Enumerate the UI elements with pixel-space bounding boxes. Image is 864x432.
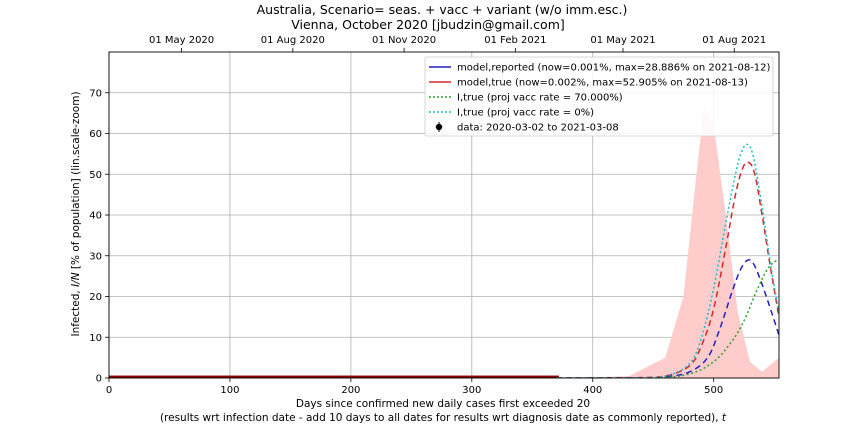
top-axis-label: 01 May 2021	[590, 35, 655, 46]
x-tick-label: 400	[583, 385, 602, 396]
series-line	[556, 161, 779, 378]
legend-marker	[435, 123, 443, 131]
x-tick-label: 0	[106, 385, 112, 396]
data-band	[109, 375, 559, 378]
y-tick-label: 30	[89, 251, 102, 262]
series-line	[556, 259, 779, 378]
top-axis-label: 01 Feb 2021	[484, 35, 546, 46]
top-axis-label: 01 Aug 2021	[702, 35, 766, 46]
x-axis-label-line2: (results wrt infection date - add 10 day…	[160, 412, 727, 424]
series-band	[568, 107, 779, 378]
x-axis-label-line2-text: (results wrt infection date - add 10 day…	[160, 412, 722, 424]
legend-box	[424, 56, 774, 137]
plot-area: 0 100 200 300 400 500 0 10 20 30 40 50 60 70 01 May 20…	[89, 35, 780, 396]
titles: Australia, Scenario= seas. + vacc + vari…	[257, 2, 628, 32]
y-tick-label: 20	[89, 292, 102, 303]
top-axis-label: 01 May 2020	[149, 35, 214, 46]
chart-title-line1: Australia, Scenario= seas. + vacc + vari…	[257, 2, 628, 17]
y-axis-label-variable: I/N	[70, 272, 82, 287]
plot-series	[109, 107, 779, 378]
legend-label: model,reported (now=0.001%, max=28.886% …	[457, 63, 771, 74]
x-axis-label-variable: t	[722, 412, 727, 424]
y-tick-label: 60	[89, 129, 102, 140]
y-tick-label: 10	[89, 333, 102, 344]
top-axis-label: 01 Aug 2020	[261, 35, 325, 46]
chart-title-line2: Vienna, October 2020 [jbudzin@gmail.com]	[291, 17, 565, 32]
y-tick-label: 40	[89, 211, 102, 222]
x-tick-label: 200	[341, 385, 360, 396]
legend-label: I,true (proj vacc rate = 0%)	[457, 108, 594, 119]
y-tick-label: 0	[96, 374, 102, 385]
x-axis-label-line1: Days since confirmed new daily cases fir…	[296, 398, 590, 410]
y-tick-label: 50	[89, 170, 102, 181]
legend-label: model,true (now=0.002%, max=52.905% on 2…	[457, 78, 748, 89]
y-axis-label-prefix: Infected,	[70, 287, 82, 337]
legend: model,reported (now=0.001%, max=28.886% …	[424, 56, 774, 137]
y-axis-label-suffix: [% of population] (lin.scale-zoom)	[70, 91, 82, 272]
x-tick-label: 300	[462, 385, 481, 396]
y-axis-label-text: Infected, I/N [% of population] (lin.sca…	[70, 91, 82, 336]
x-axis-label: Days since confirmed new daily cases fir…	[160, 398, 727, 424]
legend-label: data: 2020-03-02 to 2021-03-08	[457, 123, 619, 134]
x-tick-label: 500	[704, 385, 723, 396]
y-axis-label: Infected, I/N [% of population] (lin.sca…	[70, 91, 82, 336]
x-tick-label: 100	[220, 385, 239, 396]
series-line	[556, 143, 779, 378]
legend-label: I,true (proj vacc rate = 70.000%)	[457, 93, 623, 104]
top-axis-label: 01 Nov 2020	[372, 35, 436, 46]
y-tick-label: 70	[89, 88, 102, 99]
